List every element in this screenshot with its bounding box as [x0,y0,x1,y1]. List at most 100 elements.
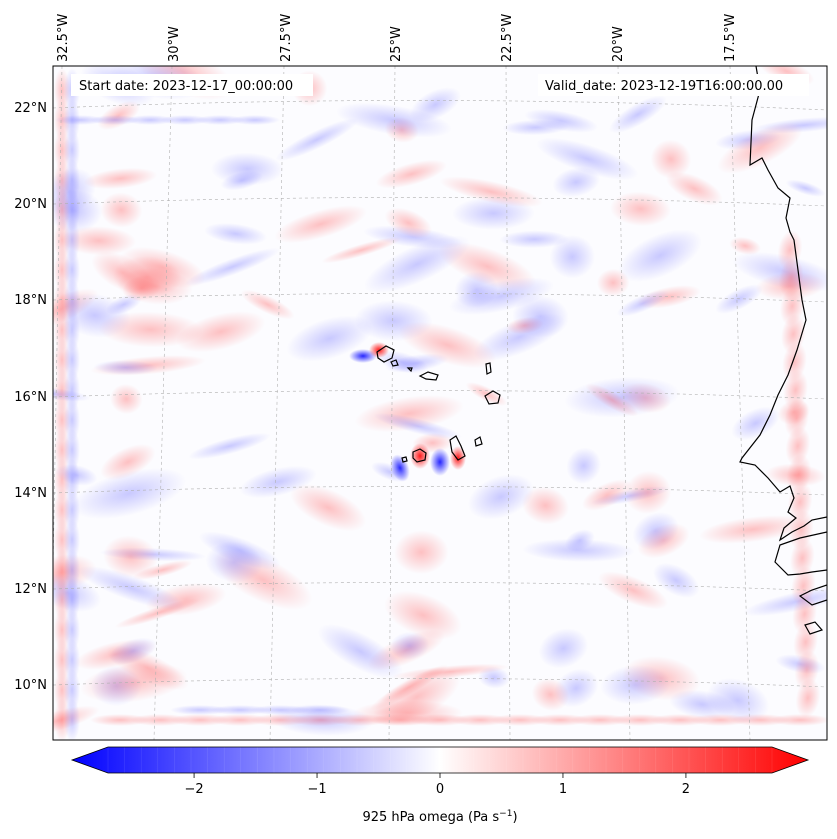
omega-blob [450,446,466,470]
lon-gridline [505,66,511,740]
omega-blob [160,115,210,125]
omega-blob [389,631,430,660]
colorbar-label-close: ) [512,810,517,825]
colorbar-outline [70,746,810,774]
omega-blob [552,167,600,198]
lon-gridline [53,66,63,589]
sao-vicente-island [390,359,399,367]
omega-blob [616,290,670,317]
colorbar-ticks: −2 −1 0 1 2 [184,773,690,797]
omega-blob [582,479,633,511]
omega-blob [274,205,367,243]
lon-tick-label: 25°W [389,26,404,62]
boa-vista-island [484,390,501,405]
omega-blob [430,448,450,476]
lon-tick-label: 27.5°W [279,14,294,62]
omega-blob [373,412,463,440]
colorbar-label-exponent: −1 [499,809,512,819]
omega-blob [373,667,461,727]
omega-blob [210,152,284,186]
lon-tick-label: 30°W [167,26,182,62]
map-frame [52,65,828,741]
lat-gridline [53,486,827,496]
omega-blob [795,678,821,718]
colorbar-levels [107,747,773,773]
valid-date-box: Valid_date: 2023-12-19T16:00:00.00 [538,74,809,96]
omega-blob [275,118,359,162]
santa-luzia-island [406,367,413,373]
lat-tick-label: 22°N [14,101,47,116]
map-panel: Start date: 2023-12-17_00:00:00 Valid_da… [52,65,828,741]
brava-island [401,456,408,463]
omega-blob [64,698,80,740]
fogo-island [412,448,427,463]
omega-field [53,66,827,740]
sal-island [485,362,492,375]
omega-blob [184,247,280,286]
omega-blob [521,486,569,525]
omega-blob [83,167,158,190]
lat-tick-label: 20°N [14,197,47,212]
omega-blob [375,159,447,189]
bijagos-coast [798,584,827,606]
gridlines [53,66,827,740]
omega-blob [448,277,555,315]
colorbar: −2 −1 0 1 2 925 hPa omega (Pa s−1) [70,746,810,825]
africa-coastline [739,66,827,542]
omega-blob [522,538,635,563]
omega-blob [624,470,672,514]
omega-blob [188,432,271,460]
omega-blob [410,443,430,469]
omega-blob [175,311,266,353]
lat-tick-label: 18°N [14,293,47,308]
coastlines [376,66,827,635]
omega-blob [715,284,763,314]
omega-blob [618,229,702,282]
start-date-box: Start date: 2023-12-17_00:00:00 [71,74,313,96]
lon-tick-label: 22.5°W [500,14,515,62]
omega-blob [103,535,158,578]
omega-blob [240,289,295,320]
lat-gridline [53,390,827,400]
omega-blob [770,714,827,726]
omega-blob [465,382,508,406]
lon-gridline [269,66,285,740]
lon-gridline [388,66,396,740]
omega-blob [71,468,187,520]
omega-blob [55,115,105,125]
colorbar-label: 925 hPa omega (Pa s−1) [362,809,517,825]
lat-tick-label: 12°N [14,582,47,597]
colorbar-tick-label: −2 [184,782,203,797]
omega-blob [536,137,639,181]
omega-blob [698,515,807,544]
valid-date-background [538,74,809,96]
valid-date-label: Valid_date: 2023-12-19T16:00:00.00 [545,79,783,94]
omega-blob [195,115,245,125]
omega-blob [669,689,735,719]
colorbar-tick-label: 2 [682,782,690,797]
omega-blob [393,530,449,575]
omega-blob [100,443,156,481]
lat-gridline [53,582,827,592]
lat-tick-labels: 22°N 20°N 18°N 16°N 14°N 12°N 10°N [14,101,47,693]
omega-blob [98,311,203,348]
start-date-background [71,74,313,96]
sao-nicolau-island [418,371,439,381]
colorbar-gradient [72,747,808,773]
lat-gridline [53,100,827,111]
omega-blob [467,474,534,520]
colorbar-label-main: 925 hPa omega (Pa s [362,810,499,825]
bijagos-island [804,621,824,635]
omega-blob [335,102,453,138]
omega-blob [384,590,462,640]
omega-blob [286,315,373,362]
colorbar-tick-label: 1 [559,782,567,797]
omega-blob [717,122,803,174]
omega-blob [652,562,700,598]
omega-blob [398,321,497,369]
omega-blob [566,447,602,484]
lon-tick-label: 20°W [611,26,626,62]
omega-blob [502,119,569,136]
lon-tick-label: 32.5°W [56,14,71,62]
